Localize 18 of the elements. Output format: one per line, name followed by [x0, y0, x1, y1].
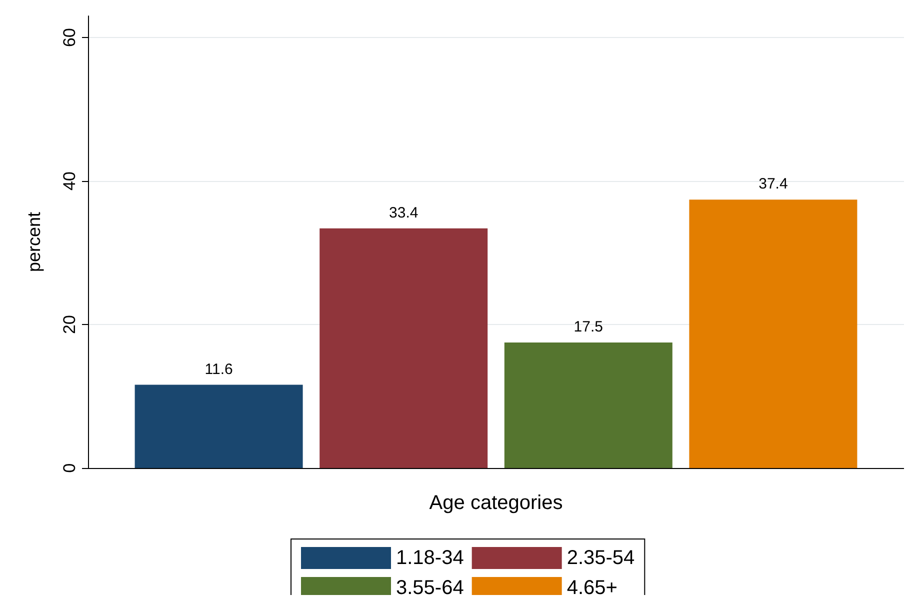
y-tick-label: 20: [60, 315, 79, 334]
legend-label: 1.18-34: [396, 547, 464, 569]
y-tick-label: 0: [60, 463, 79, 473]
legend-label: 4.65+: [566, 577, 618, 599]
data-label: 17.5: [574, 318, 603, 336]
bar: [320, 228, 488, 468]
legend-label: 2.35-54: [566, 547, 635, 569]
x-axis-title: Age categories: [429, 492, 563, 514]
data-label: 11.6: [204, 360, 233, 378]
bar: [134, 384, 303, 468]
data-label: 33.4: [389, 204, 418, 222]
y-axis-title: percent: [24, 212, 44, 272]
y-tick-label: 60: [60, 28, 79, 47]
data-label: 37.4: [758, 176, 788, 193]
bar: [504, 342, 672, 468]
legend-label: 3.55-64: [396, 577, 464, 599]
bar: [689, 200, 858, 468]
y-tick-label: 40: [60, 172, 79, 190]
